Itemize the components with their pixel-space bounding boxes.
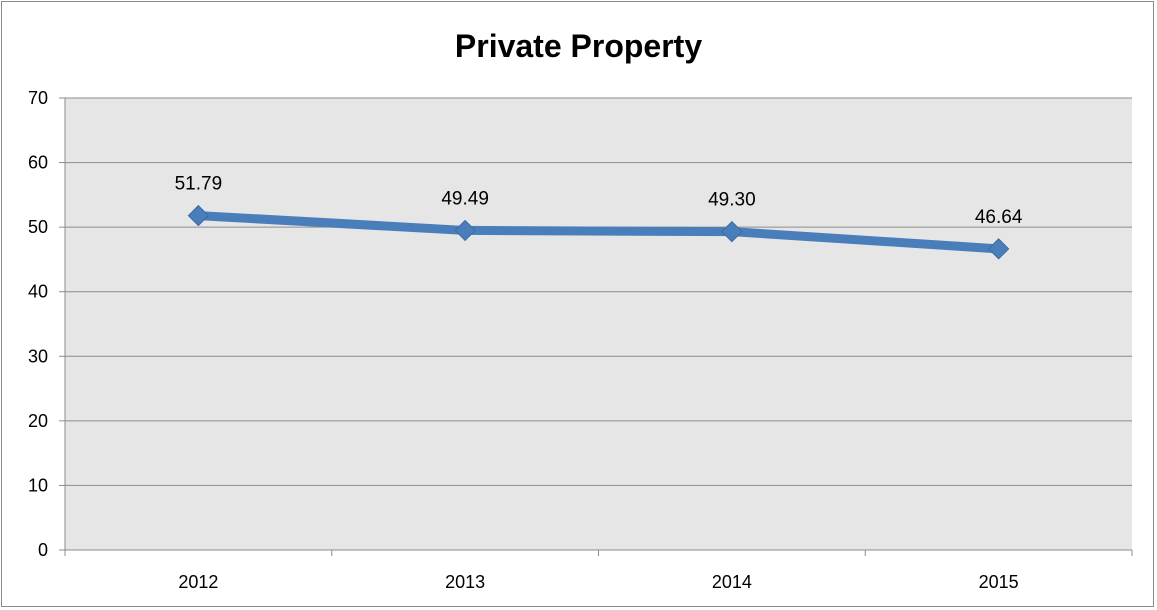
y-tick-label: 20 xyxy=(28,411,48,431)
data-point-marker xyxy=(454,219,476,242)
data-point-marker xyxy=(721,220,743,243)
x-tick-label: 2013 xyxy=(445,572,485,592)
chart-title: Private Property xyxy=(454,28,703,64)
data-point-marker xyxy=(187,204,210,227)
y-tick-label: 10 xyxy=(28,475,48,495)
y-tick-label: 30 xyxy=(28,346,48,366)
y-tick-label: 50 xyxy=(28,217,48,237)
x-tick-label: 2014 xyxy=(712,572,752,592)
x-tick-label: 2015 xyxy=(979,572,1019,592)
x-tick-label: 2012 xyxy=(178,572,218,592)
y-tick-label: 60 xyxy=(28,153,48,173)
y-tick-label: 40 xyxy=(28,282,48,302)
y-tick-label: 70 xyxy=(28,88,48,108)
plot-area xyxy=(65,98,1132,550)
series-line xyxy=(193,211,1004,254)
data-label: 49.30 xyxy=(708,190,756,211)
data-label: 49.49 xyxy=(441,188,489,209)
data-label: 46.64 xyxy=(975,207,1023,228)
data-point-marker xyxy=(987,238,1010,260)
y-tick-label: 0 xyxy=(38,540,48,560)
data-label: 51.79 xyxy=(175,174,223,195)
